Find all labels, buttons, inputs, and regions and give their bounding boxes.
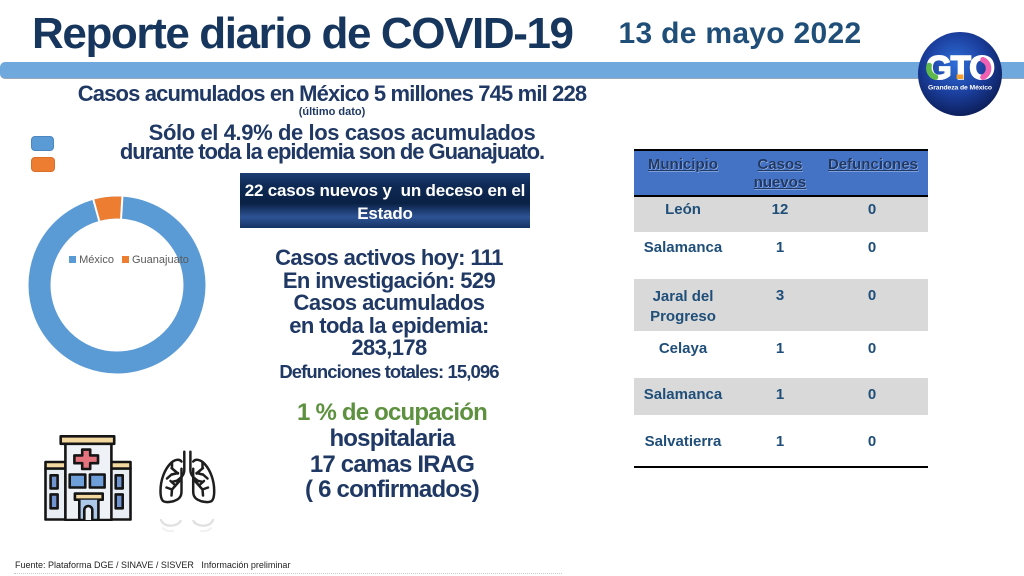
svg-text:Grandeza de México: Grandeza de México (928, 85, 992, 92)
svg-text:GTO: GTO (926, 49, 994, 86)
